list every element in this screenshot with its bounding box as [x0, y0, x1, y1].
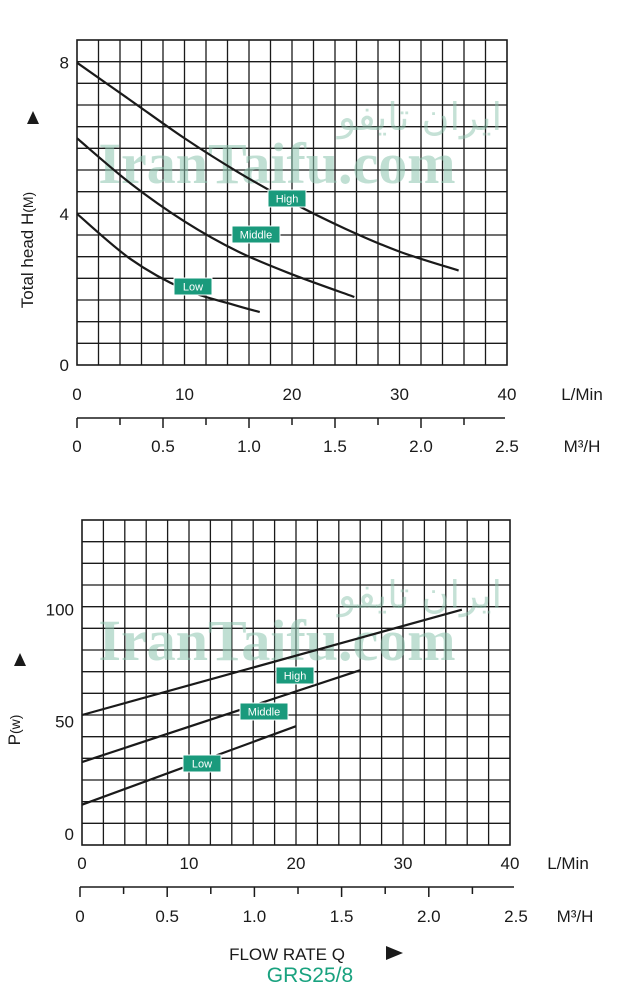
series-line-middle	[76, 137, 355, 299]
y-tick-label: 0	[60, 356, 69, 375]
watermark-latin: IranTaifu.com	[98, 131, 455, 196]
x-tick-label: 40	[498, 385, 517, 404]
x2-tick-label: 0.5	[155, 907, 179, 926]
y-tick-label: 8	[60, 54, 69, 73]
y-axis-label: P(w)	[5, 715, 24, 746]
grid	[77, 40, 507, 365]
x2-tick-label: 2.5	[504, 907, 528, 926]
y-tick-label: 50	[55, 713, 74, 732]
series-tag-background	[239, 702, 289, 721]
x-tick-label: 30	[390, 385, 409, 404]
y-axis-arrow-icon	[14, 653, 26, 666]
x2-tick-label: 2.5	[495, 437, 519, 456]
flow-rate-label: FLOW RATE Q	[229, 945, 345, 964]
x2-tick-label: 0.5	[151, 437, 175, 456]
y-axis-unit: (w)	[7, 715, 23, 734]
series-tag-label: Low	[183, 282, 203, 294]
x-axis-label: L/Min	[547, 854, 589, 873]
watermark-arabic: ایران تایفو	[336, 573, 502, 618]
x2-tick-label: 0	[75, 907, 84, 926]
y-tick-label: 100	[46, 601, 74, 620]
series-tag-background	[231, 225, 281, 244]
series-tag-middle: Middle	[231, 225, 281, 244]
series-tag-label: Middle	[240, 230, 272, 242]
series-tag-middle: Middle	[239, 702, 289, 721]
series-tag-low: Low	[182, 754, 222, 773]
x2-axis-label: M³/H	[564, 437, 601, 456]
x2-tick-label: 1.0	[237, 437, 261, 456]
series-tag-label: Middle	[248, 707, 280, 719]
y-axis-unit: (M)	[20, 192, 36, 213]
series-tag-label: High	[276, 194, 299, 206]
x-axis-label: L/Min	[561, 385, 603, 404]
watermark-latin: IranTaifu.com	[98, 608, 455, 673]
series-tag-label: Low	[192, 759, 212, 771]
series-tag-background	[275, 666, 315, 685]
y-tick-label: 4	[60, 205, 69, 224]
x-tick-label: 0	[72, 385, 81, 404]
plot-frame	[76, 39, 508, 366]
x2-tick-label: 0	[72, 437, 81, 456]
series-tag-background	[173, 277, 213, 296]
series-tag-high: High	[267, 189, 307, 208]
model-label: GRS25/8	[266, 964, 354, 987]
y-tick-label: 0	[65, 825, 74, 844]
watermark-arabic: ایران تایفو	[336, 95, 502, 140]
x2-tick-label: 2.0	[409, 437, 433, 456]
x-tick-label: 10	[180, 854, 199, 873]
x2-tick-label: 1.0	[243, 907, 267, 926]
flow-rate-arrow-icon	[386, 946, 403, 960]
x-tick-label: 20	[283, 385, 302, 404]
x2-tick-label: 1.5	[330, 907, 354, 926]
x-tick-label: 10	[175, 385, 194, 404]
x2-axis-label: M³/H	[557, 907, 594, 926]
plot-frame	[81, 519, 511, 846]
series-tag-label: High	[284, 671, 307, 683]
x2-tick-label: 2.0	[417, 907, 441, 926]
series-tag-background	[182, 754, 222, 773]
series-tag-background	[267, 189, 307, 208]
series-tag-low: Low	[173, 277, 213, 296]
y-axis-arrow-icon	[27, 111, 39, 124]
x-tick-label: 30	[394, 854, 413, 873]
x-tick-label: 0	[77, 854, 86, 873]
series-line-middle	[81, 669, 361, 764]
series-line-high	[81, 608, 463, 717]
grid	[82, 520, 510, 845]
x2-tick-label: 1.5	[323, 437, 347, 456]
x-tick-label: 20	[287, 854, 306, 873]
series-tag-high: High	[275, 666, 315, 685]
x-tick-label: 40	[501, 854, 520, 873]
series-line-high	[76, 61, 459, 272]
y-axis-label: Total head H(M)	[18, 192, 37, 308]
